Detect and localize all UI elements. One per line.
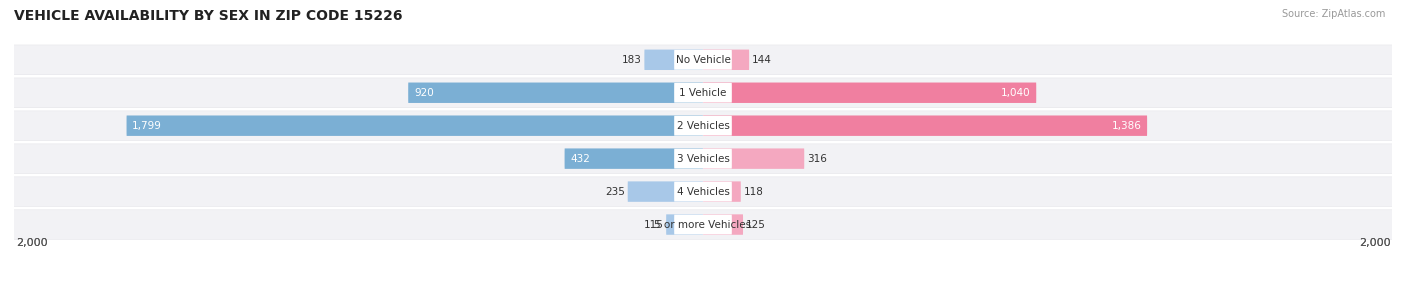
FancyBboxPatch shape	[0, 45, 1406, 75]
FancyBboxPatch shape	[0, 210, 1406, 239]
Text: VEHICLE AVAILABILITY BY SEX IN ZIP CODE 15226: VEHICLE AVAILABILITY BY SEX IN ZIP CODE …	[14, 9, 402, 23]
FancyBboxPatch shape	[0, 144, 1406, 173]
FancyBboxPatch shape	[673, 149, 733, 169]
Text: 118: 118	[744, 187, 763, 196]
FancyBboxPatch shape	[673, 182, 733, 201]
Text: 3 Vehicles: 3 Vehicles	[676, 154, 730, 164]
Text: 2 Vehicles: 2 Vehicles	[676, 121, 730, 131]
Text: Source: ZipAtlas.com: Source: ZipAtlas.com	[1281, 9, 1385, 19]
Text: 2,000: 2,000	[15, 238, 48, 248]
FancyBboxPatch shape	[0, 144, 1406, 174]
Text: 920: 920	[413, 88, 433, 98]
Text: 144: 144	[752, 55, 772, 65]
FancyBboxPatch shape	[673, 83, 733, 103]
FancyBboxPatch shape	[127, 115, 703, 136]
FancyBboxPatch shape	[0, 78, 1406, 108]
FancyBboxPatch shape	[703, 181, 741, 202]
FancyBboxPatch shape	[703, 115, 1147, 136]
FancyBboxPatch shape	[703, 50, 749, 70]
FancyBboxPatch shape	[0, 177, 1406, 207]
FancyBboxPatch shape	[673, 215, 733, 234]
Text: 115: 115	[644, 220, 664, 230]
Text: 1 Vehicle: 1 Vehicle	[679, 88, 727, 98]
FancyBboxPatch shape	[703, 214, 742, 235]
Text: 125: 125	[745, 220, 765, 230]
Text: 432: 432	[571, 154, 591, 164]
Text: 235: 235	[605, 187, 626, 196]
FancyBboxPatch shape	[644, 50, 703, 70]
Text: 1,040: 1,040	[1001, 88, 1031, 98]
Text: 1,799: 1,799	[132, 121, 162, 131]
FancyBboxPatch shape	[703, 83, 1036, 103]
FancyBboxPatch shape	[0, 111, 1406, 140]
FancyBboxPatch shape	[565, 148, 703, 169]
FancyBboxPatch shape	[0, 78, 1406, 107]
FancyBboxPatch shape	[0, 45, 1406, 74]
Text: 5 or more Vehicles: 5 or more Vehicles	[654, 220, 752, 230]
Text: 316: 316	[807, 154, 827, 164]
FancyBboxPatch shape	[703, 148, 804, 169]
Text: 2,000: 2,000	[1358, 238, 1391, 248]
Text: No Vehicle: No Vehicle	[675, 55, 731, 65]
FancyBboxPatch shape	[673, 116, 733, 136]
FancyBboxPatch shape	[673, 50, 733, 70]
Text: 2,000: 2,000	[15, 238, 48, 248]
FancyBboxPatch shape	[408, 83, 703, 103]
Text: 2,000: 2,000	[1358, 238, 1391, 248]
FancyBboxPatch shape	[0, 177, 1406, 206]
Text: 183: 183	[621, 55, 641, 65]
FancyBboxPatch shape	[0, 110, 1406, 141]
FancyBboxPatch shape	[0, 209, 1406, 240]
FancyBboxPatch shape	[627, 181, 703, 202]
FancyBboxPatch shape	[666, 214, 703, 235]
Text: 1,386: 1,386	[1112, 121, 1142, 131]
Text: 4 Vehicles: 4 Vehicles	[676, 187, 730, 196]
